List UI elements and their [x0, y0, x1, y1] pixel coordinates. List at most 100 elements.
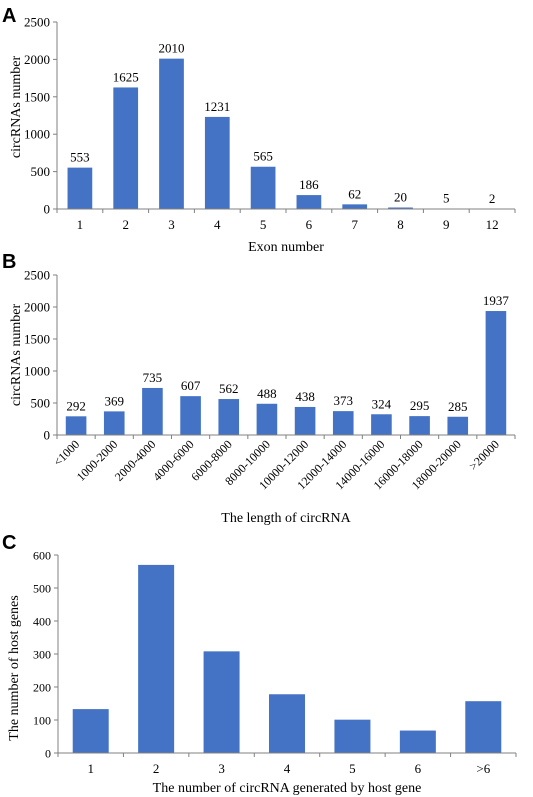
panel-c-x-tick-label: 5 [349, 761, 356, 776]
panel-c-y-tick-label: 0 [45, 747, 51, 761]
panel-a-bar [159, 58, 184, 209]
panel-c-bar [269, 694, 305, 753]
panel-a-data-label: 1625 [113, 69, 139, 84]
panel-a-bar [204, 116, 230, 209]
panel-b-x-axis-title: The length of circRNA [221, 511, 351, 526]
panel-b-bar [180, 396, 201, 435]
panel-c-chart: C The number of host genes The number of… [2, 532, 517, 796]
panel-b-y-tick-label: 0 [44, 428, 51, 443]
panel-a-x-tick-label: 6 [306, 217, 313, 232]
panel-b-bar [65, 416, 87, 435]
panel-a-x-axis-title: Exon number [248, 240, 324, 255]
panel-b-x-tick-label: 1000-2000 [74, 437, 121, 484]
panel-b-data-label: 607 [181, 378, 201, 393]
panel-b-bar [142, 387, 163, 435]
panel-c-y-tick-label: 500 [33, 582, 51, 596]
panel-b-bar [371, 414, 392, 435]
panel-c-y-tick-label: 400 [33, 615, 51, 629]
panel-letter-c: C [2, 532, 16, 554]
panel-c-x-tick-label: >6 [476, 761, 490, 776]
panel-b-bar [332, 411, 354, 435]
panel-a-y-tick-label: 0 [44, 202, 51, 217]
panel-b-data-label: 292 [66, 398, 86, 413]
panel-c-bar [465, 701, 502, 753]
panel-b-x-tick-label: >20000 [466, 437, 502, 473]
panel-c-bar [399, 730, 436, 753]
panel-a-bar [113, 87, 139, 209]
panel-a-y-tick-label: 1000 [24, 127, 50, 142]
panel-a-bar [67, 167, 93, 209]
panel-a-y-tick-label: 1500 [24, 89, 50, 104]
panel-a-y-tick-label: 500 [31, 164, 51, 179]
panel-a-y-axis-title: circRNAs number [9, 56, 24, 159]
panel-b-data-label: 373 [334, 393, 354, 408]
panel-b-bar [447, 416, 469, 435]
panel-c-x-tick-label: 4 [284, 761, 291, 776]
panel-a-data-label: 186 [299, 177, 319, 192]
panel-a-data-label: 20 [394, 190, 407, 205]
panel-c-y-tick-label: 600 [33, 549, 51, 563]
panel-a-bar [296, 195, 322, 209]
panel-a-x-tick-label: 12 [486, 217, 499, 232]
panel-b-chart: B circRNAs number The length of circRNA … [2, 251, 516, 526]
panel-b-x-tick-label: 2000-4000 [112, 437, 159, 484]
panel-b-bars: 292 369 735 607 562 488 438 373 324 295 285 1937 [65, 293, 510, 435]
panel-a-data-label: 5 [443, 191, 450, 206]
panel-b-data-label: 285 [448, 399, 468, 414]
panel-a-chart: A circRNAs number Exon number 5531625201… [2, 5, 516, 255]
panel-c-x-tick-label: 2 [153, 761, 160, 776]
panel-c-bar [138, 564, 175, 753]
panel-c-ticks: 0 100 200 300 400 500 600 1 2 3 4 5 6 >6 [33, 549, 517, 776]
panel-letter-a: A [2, 5, 16, 27]
panel-b-bar [218, 399, 240, 435]
panel-b-y-tick-label: 1500 [24, 332, 50, 347]
panel-a-data-label: 1231 [204, 99, 230, 114]
panel-a-y-tick-label: 2000 [24, 52, 50, 67]
panel-a-x-tick-label: 3 [168, 217, 175, 232]
panel-b-y-axis-title: circRNAs number [9, 304, 24, 407]
panel-b-data-label: 369 [105, 393, 125, 408]
panel-c-x-tick-label: 1 [87, 761, 94, 776]
panel-a-x-tick-label: 4 [214, 217, 221, 232]
panel-a-x-tick-label: 1 [77, 217, 84, 232]
panel-a-bars: 553 1625 2010 1231 565 186 62 20 5 2 [67, 41, 505, 209]
panel-b-y-tick-label: 2000 [24, 300, 50, 315]
panel-a-x-tick-label: 5 [260, 217, 267, 232]
panel-c-bars [72, 564, 502, 753]
panel-c-y-tick-label: 200 [33, 681, 51, 695]
panel-b-data-label: 295 [410, 398, 430, 413]
panel-c-x-axis-title: The number of circRNA generated by host … [153, 781, 422, 796]
panel-c-x-tick-label: 3 [218, 761, 225, 776]
panel-a-bar [388, 207, 413, 209]
panel-b-x-tick-label: <1000 [51, 437, 83, 469]
panel-a-y-tick-label: 2500 [24, 15, 50, 30]
panel-b-data-label: 1937 [483, 293, 510, 308]
panel-b-data-label: 438 [295, 389, 315, 404]
panel-c-bar [203, 651, 240, 753]
panel-a-x-tick-label: 9 [443, 217, 450, 232]
panel-a-bar [250, 166, 276, 209]
panel-a-data-label: 2 [489, 191, 496, 206]
panel-a-data-label: 553 [70, 150, 90, 165]
panel-c-bar [334, 719, 371, 753]
panel-letter-b: B [2, 251, 16, 273]
panel-b-x-tick-label: 4000-6000 [150, 437, 197, 484]
panel-a-x-tick-label: 8 [397, 217, 404, 232]
panel-a-data-label: 565 [253, 149, 273, 164]
panel-b-y-tick-label: 2500 [24, 268, 50, 283]
panel-c-x-tick-label: 6 [415, 761, 422, 776]
panel-b-data-label: 735 [143, 370, 163, 385]
panel-b-data-label: 324 [372, 396, 392, 411]
panel-a-x-tick-label: 2 [122, 217, 129, 232]
panel-b-bar [103, 411, 125, 435]
panel-b-ticks: 0 500 1000 1500 2000 2500 <10001000-20002000-4… [24, 268, 516, 492]
panel-a-data-label: 2010 [159, 41, 185, 56]
panel-b-bar [485, 311, 507, 435]
panel-b-data-label: 562 [219, 381, 239, 396]
panel-b-bar [256, 403, 278, 435]
panel-c-y-tick-label: 300 [33, 648, 51, 662]
panel-a-data-label: 62 [348, 186, 361, 201]
panel-c-y-tick-label: 100 [33, 714, 51, 728]
